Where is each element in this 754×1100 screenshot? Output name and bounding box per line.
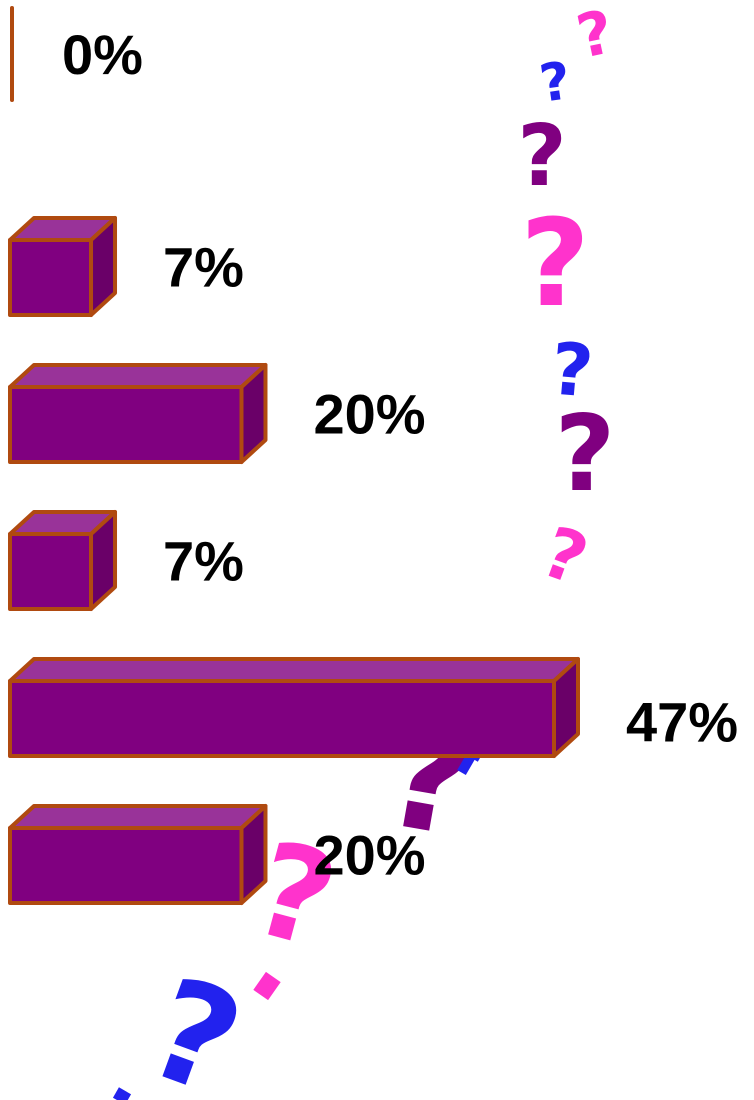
bar-6: [10, 806, 265, 903]
question-mark-icon: ?: [532, 510, 598, 601]
bar-front-face: [10, 681, 554, 756]
question-mark-icon: ?: [571, 0, 620, 73]
value-label-2: 7%: [163, 236, 244, 299]
value-label-3: 20%: [313, 383, 425, 446]
decoration-dot: [113, 1087, 131, 1100]
bar-4: [10, 512, 115, 609]
value-label-6: 20%: [313, 824, 425, 887]
question-mark-icon: ?: [128, 947, 260, 1100]
question-mark-icon: ?: [517, 107, 566, 206]
bar-top-face: [10, 659, 578, 681]
bar-top-face: [10, 365, 265, 387]
bar-front-face: [10, 240, 91, 315]
bar-top-face: [10, 806, 265, 828]
bar-front-face: [10, 828, 241, 903]
question-mark-icon: ?: [536, 51, 574, 115]
bars: [10, 8, 578, 903]
bar-5: [10, 659, 578, 756]
bar-front-face: [10, 387, 241, 462]
bar-3: [10, 365, 265, 462]
bar-front-face: [10, 534, 91, 609]
question-mark-icon: ?: [555, 393, 616, 515]
value-label-4: 7%: [163, 530, 244, 593]
value-label-5: 47%: [626, 691, 738, 754]
question-mark-icon: ?: [520, 195, 590, 334]
value-label-1: 0%: [62, 23, 143, 86]
bar-2: [10, 218, 115, 315]
